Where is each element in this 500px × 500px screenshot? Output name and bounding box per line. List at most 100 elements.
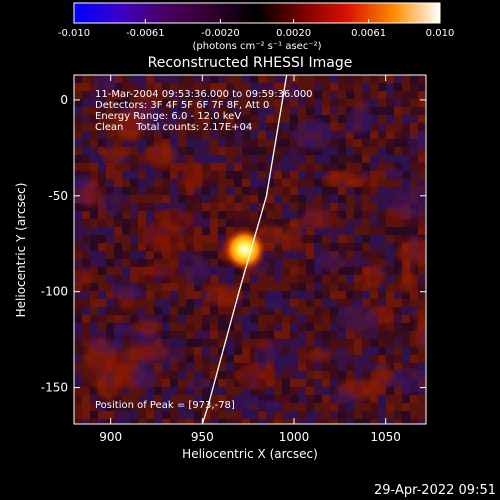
heatmap-cell [282, 307, 290, 315]
heatmap-cell [402, 171, 410, 179]
heatmap-cell [266, 315, 274, 323]
heatmap-cell [386, 355, 394, 363]
heatmap-cell [354, 283, 362, 291]
heatmap-cell [330, 291, 338, 299]
heatmap-cell [418, 299, 426, 307]
heatmap-cell [202, 331, 210, 339]
heatmap-cell [370, 107, 378, 115]
heatmap-cell [290, 203, 298, 211]
heatmap-cell [354, 371, 362, 379]
heatmap-cell [354, 411, 362, 419]
heatmap-cell [106, 275, 114, 283]
heatmap-cell [186, 387, 194, 395]
heatmap-cell [418, 171, 426, 179]
heatmap-cell [386, 339, 394, 347]
heatmap-cell [194, 115, 202, 123]
heatmap-cell [122, 259, 130, 267]
heatmap-cell [114, 307, 122, 315]
heatmap-cell [82, 235, 90, 243]
heatmap-cell [154, 411, 162, 419]
heatmap-cell [274, 75, 282, 83]
heatmap-cell [378, 243, 386, 251]
heatmap-cell [386, 363, 394, 371]
heatmap-cell [122, 339, 130, 347]
heatmap-cell [162, 195, 170, 203]
heatmap-cell [170, 291, 178, 299]
heatmap-cell [386, 419, 394, 424]
heatmap-cell [402, 227, 410, 235]
heatmap-cell [178, 371, 186, 379]
heatmap-cell [250, 91, 258, 99]
heatmap-cell [370, 347, 378, 355]
heatmap-cell [346, 291, 354, 299]
heatmap-blob [129, 331, 162, 346]
heatmap-cell [186, 355, 194, 363]
heatmap-cell [226, 187, 234, 195]
heatmap-cell [298, 115, 306, 123]
heatmap-cell [306, 75, 314, 83]
heatmap-cell [330, 147, 338, 155]
heatmap-cell [242, 419, 250, 424]
x-tick-label: 950 [191, 430, 214, 444]
heatmap-cell [418, 75, 426, 83]
heatmap-cell [362, 211, 370, 219]
heatmap-cell [146, 395, 154, 403]
heatmap-cell [162, 411, 170, 419]
heatmap-cell [282, 267, 290, 275]
heatmap-cell [282, 107, 290, 115]
heatmap-cell [178, 155, 186, 163]
heatmap-cell [418, 163, 426, 171]
heatmap-cell [218, 187, 226, 195]
heatmap-cell [386, 403, 394, 411]
heatmap-cell [210, 243, 218, 251]
heatmap-cell [210, 323, 218, 331]
heatmap-cell [378, 411, 386, 419]
heatmap-cell [234, 363, 242, 371]
heatmap-cell [386, 283, 394, 291]
heatmap-cell [386, 203, 394, 211]
heatmap-blob [113, 324, 136, 336]
heatmap-cell [90, 331, 98, 339]
heatmap-cell [234, 171, 242, 179]
heatmap-cell [314, 411, 322, 419]
heatmap-cell [82, 219, 90, 227]
heatmap-cell [386, 99, 394, 107]
heatmap-cell [226, 403, 234, 411]
heatmap-cell [218, 171, 226, 179]
heatmap-cell [98, 411, 106, 419]
heatmap-cell [306, 331, 314, 339]
heatmap-cell [234, 403, 242, 411]
heatmap-cell [242, 107, 250, 115]
heatmap-cell [122, 235, 130, 243]
heatmap-cell [282, 115, 290, 123]
heatmap-cell [170, 163, 178, 171]
heatmap-cell [234, 323, 242, 331]
heatmap-cell [338, 291, 346, 299]
heatmap-cell [138, 395, 146, 403]
y-tick-label: -150 [41, 381, 68, 395]
heatmap-cell [386, 139, 394, 147]
heatmap-cell [258, 179, 266, 187]
heatmap-cell [114, 315, 122, 323]
heatmap-cell [74, 163, 82, 171]
heatmap-cell [250, 347, 258, 355]
heatmap-cell [274, 179, 282, 187]
heatmap-cell [226, 179, 234, 187]
heatmap-cell [234, 211, 242, 219]
heatmap-cell [362, 219, 370, 227]
heatmap-cell [202, 403, 210, 411]
heatmap-cell [162, 395, 170, 403]
heatmap-cell [266, 267, 274, 275]
heatmap-cell [290, 171, 298, 179]
heatmap-cell [378, 227, 386, 235]
heatmap-cell [226, 355, 234, 363]
heatmap-cell [402, 315, 410, 323]
heatmap-cell [226, 139, 234, 147]
heatmap-cell [378, 419, 386, 424]
heatmap-cell [218, 323, 226, 331]
heatmap-cell [210, 275, 218, 283]
heatmap-cell [250, 411, 258, 419]
heatmap-cell [418, 395, 426, 403]
heatmap-cell [146, 387, 154, 395]
heatmap-cell [234, 307, 242, 315]
